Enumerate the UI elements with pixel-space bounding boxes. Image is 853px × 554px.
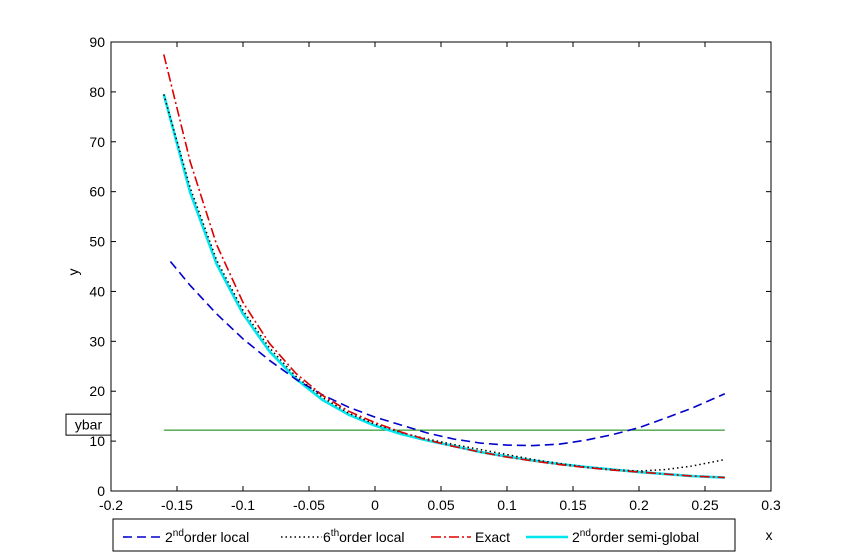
series-line-2	[163, 54, 725, 479]
x-tick-label: 0.25	[691, 497, 718, 513]
plot-frame	[110, 41, 772, 492]
axis-ticks: -0.2 -0.15 -0.1 -0.05 0 0.05 0.1 0.15 0.2 0.25 0.3…	[89, 34, 781, 513]
series-line-0	[169, 261, 726, 447]
x-axis-label: x	[766, 527, 773, 543]
legend-label-1: 6thorder local	[323, 528, 405, 545]
legend-label-0: 2ndorder local	[165, 528, 249, 545]
y-tick-label: 90	[89, 34, 105, 50]
legend-label-2: Exact	[475, 529, 510, 545]
y-tick-label: 0	[97, 483, 105, 499]
legend-label-3: 2ndorder semi-global	[572, 528, 699, 545]
series-group	[162, 54, 726, 479]
x-tick-label: 0.15	[559, 497, 586, 513]
x-tick-label: 0.3	[761, 497, 781, 513]
ybar-label: ybar	[75, 417, 103, 433]
legend-box	[112, 518, 736, 552]
x-tick-label: -0.1	[231, 497, 255, 513]
y-tick-label: 40	[89, 283, 105, 299]
y-tick-label: 10	[89, 433, 105, 449]
y-tick-label: 30	[89, 333, 105, 349]
x-tick-label: 0.2	[629, 497, 649, 513]
y-tick-label: 80	[89, 84, 105, 100]
x-tick-label: -0.15	[161, 497, 193, 513]
y-tick-label: 60	[89, 184, 105, 200]
legend: 2ndorder local 6thorder local Exact 2ndorde…	[112, 518, 736, 552]
x-tick-label: -0.2	[99, 497, 123, 513]
x-tick-label: 0	[371, 497, 379, 513]
y-tick-label: 20	[89, 383, 105, 399]
y-tick-label: 70	[89, 134, 105, 150]
x-tick-label: -0.05	[293, 497, 325, 513]
ybar-label-box	[65, 413, 112, 436]
y-axis-label: y	[65, 269, 81, 276]
y-tick-label: 50	[89, 234, 105, 250]
x-tick-label: 0.1	[497, 497, 517, 513]
x-tick-label: 0.05	[427, 497, 454, 513]
plot-area	[110, 41, 772, 492]
